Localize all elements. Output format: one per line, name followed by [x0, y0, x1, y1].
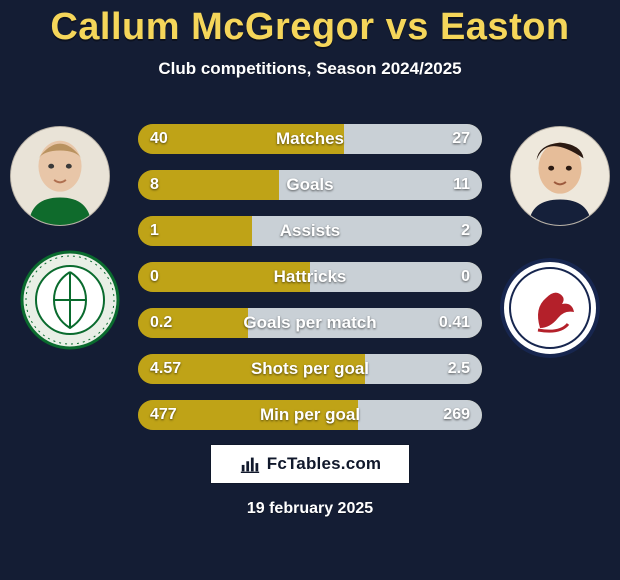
- stat-value-right: 2: [461, 216, 470, 246]
- comparison-bars: 4027Matches811Goals12Assists00Hattricks0…: [138, 124, 482, 446]
- player-left-avatar-icon: [11, 127, 109, 225]
- stat-fill-right: [279, 170, 482, 200]
- brand-chart-icon: [239, 453, 261, 475]
- player-right-avatar: [510, 126, 610, 226]
- comparison-infographic: Callum McGregor vs Easton Club competiti…: [0, 0, 620, 580]
- stat-row: 4027Matches: [138, 124, 482, 154]
- stat-row: 0.20.41Goals per match: [138, 308, 482, 338]
- stat-value-left: 477: [150, 400, 177, 430]
- stat-value-left: 1: [150, 216, 159, 246]
- brand-text: FcTables.com: [267, 454, 382, 474]
- stat-value-right: 0: [461, 262, 470, 292]
- page-title: Callum McGregor vs Easton: [0, 0, 620, 49]
- stat-value-right: 269: [443, 400, 470, 430]
- stat-fill-left: [138, 170, 279, 200]
- stat-row: 4.572.5Shots per goal: [138, 354, 482, 384]
- brand-box: FcTables.com: [210, 444, 410, 484]
- stat-fill-right: [310, 262, 482, 292]
- stat-fill-left: [138, 124, 344, 154]
- stat-fill-right: [252, 216, 482, 246]
- stat-value-left: 8: [150, 170, 159, 200]
- stat-value-right: 2.5: [448, 354, 470, 384]
- club-left-crest: [20, 250, 120, 350]
- stat-value-right: 11: [453, 170, 470, 200]
- player-left-avatar: [10, 126, 110, 226]
- stat-value-left: 0.2: [150, 308, 172, 338]
- stat-row: 12Assists: [138, 216, 482, 246]
- stat-value-right: 0.41: [439, 308, 470, 338]
- date-stamp: 19 february 2025: [0, 500, 620, 518]
- page-subtitle: Club competitions, Season 2024/2025: [0, 59, 620, 79]
- stat-value-right: 27: [452, 124, 470, 154]
- stat-row: 811Goals: [138, 170, 482, 200]
- stat-value-left: 0: [150, 262, 159, 292]
- player-right-avatar-icon: [511, 127, 609, 225]
- stat-value-left: 40: [150, 124, 168, 154]
- club-left-crest-icon: [20, 250, 120, 350]
- stat-value-left: 4.57: [150, 354, 181, 384]
- club-right-crest-icon: [500, 258, 600, 358]
- stat-row: 00Hattricks: [138, 262, 482, 292]
- club-right-crest: [500, 258, 600, 358]
- stat-fill-left: [138, 262, 310, 292]
- stat-row: 477269Min per goal: [138, 400, 482, 430]
